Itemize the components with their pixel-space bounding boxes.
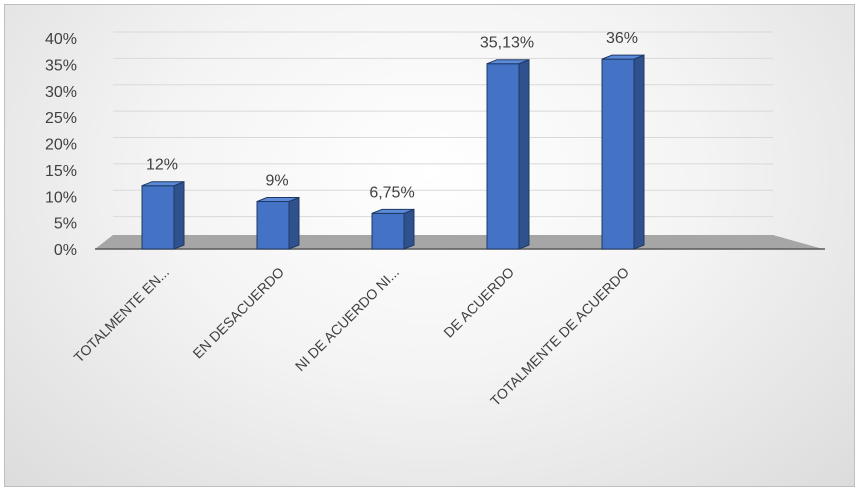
bar-front [486,63,520,250]
data-label: 6,75% [369,184,414,201]
data-labels: 12% 9% 6,75% 35,13% 36% [146,30,638,201]
y-tick-label: 20% [45,137,77,154]
y-tick-label: 25% [45,110,77,127]
chart-area: 0% 5% 10% 15% 20% 25% 30% 35% 40% 12% 9% 6,75% 35,1… [4,4,855,487]
bar-chart: 0% 5% 10% 15% 20% 25% 30% 35% 40% 12% 9% 6,75% 35,1… [45,30,825,409]
x-category-label: DE ACUERDO [440,264,517,341]
data-label: 9% [265,173,288,190]
data-label: 35,13% [480,35,534,52]
bar-front [256,201,290,250]
bar-top [256,197,300,203]
gridlines [113,31,773,218]
bar-side [518,58,530,250]
data-label: 36% [606,30,638,47]
bar-front [141,185,175,250]
y-tick-label: 35% [45,57,77,74]
x-category-label: TOTALMENTE DE ACUERDO [487,264,632,409]
bar-front [371,212,405,250]
bar-side [633,54,645,250]
y-tick-label: 5% [54,216,77,233]
bar-top [371,208,415,214]
bar-front [601,58,635,250]
bar-side [403,208,415,250]
bar-side [288,196,300,250]
bar-top [601,54,645,60]
y-axis-tick-labels: 0% 5% 10% 15% 20% 25% 30% 35% 40% [45,31,77,259]
y-tick-label: 30% [45,84,77,101]
x-category-label: TOTALMENTE EN... [70,264,172,366]
chart-floor [95,235,825,250]
bars [141,54,645,250]
y-tick-label: 15% [45,163,77,180]
x-category-label: NI DE ACUERDO NI... [292,264,402,374]
x-category-label: EN DESACUERDO [189,264,287,362]
bar-top [141,181,185,187]
y-tick-label: 0% [54,242,77,259]
data-label: 12% [146,157,178,174]
floor-plane [95,235,823,249]
bar-top [486,59,530,65]
x-axis-category-labels: TOTALMENTE EN... EN DESACUERDO NI DE ACUER… [70,264,632,409]
y-tick-label: 40% [45,31,77,48]
y-tick-label: 10% [45,189,77,206]
bar-side [173,180,185,250]
